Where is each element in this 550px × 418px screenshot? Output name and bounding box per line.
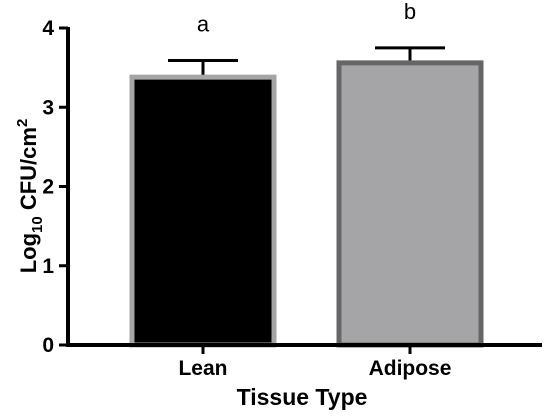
bar-adipose	[336, 60, 484, 348]
y-axis-title: Log10 CFU/cm2	[14, 119, 46, 274]
y-axis-title-prefix: Log	[16, 233, 41, 273]
y-tick-label: 1	[42, 255, 54, 278]
y-tick-label: 2	[42, 176, 54, 199]
y-axis-title-superscript: 2	[14, 119, 31, 127]
y-tick-label: 0	[42, 334, 54, 357]
significance-label: b	[404, 0, 416, 24]
x-axis-categories: Lean Adipose	[178, 345, 451, 380]
x-category-label: Adipose	[369, 357, 452, 380]
y-axis-title-middle: CFU/cm	[16, 127, 41, 216]
bars-group: ab	[129, 0, 484, 348]
x-category-label: Lean	[178, 357, 227, 380]
y-axis-ticks: 0 1 2 3 4	[42, 17, 68, 357]
y-tick-label: 4	[42, 17, 54, 40]
y-axis-title-subscript: 10	[29, 216, 46, 233]
bar-lean	[129, 74, 277, 348]
x-axis-title: Tissue Type	[237, 384, 368, 410]
significance-label: a	[197, 11, 210, 36]
y-tick-label: 3	[42, 96, 54, 119]
